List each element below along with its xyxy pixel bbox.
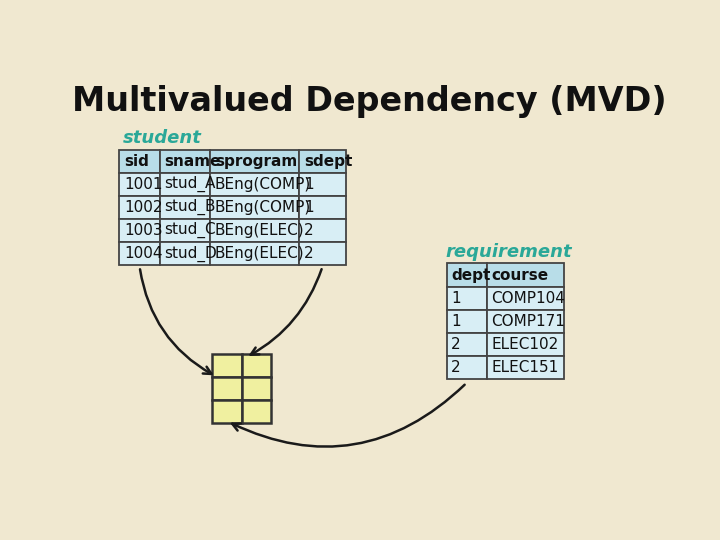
Bar (487, 309, 564, 333)
Text: 1: 1 (451, 314, 461, 329)
Text: 1001: 1001 (124, 177, 163, 192)
Bar (120, 242, 160, 265)
Bar (446, 309, 487, 333)
Text: stud_B: stud_B (164, 199, 216, 215)
Text: student: student (122, 129, 202, 147)
FancyArrowPatch shape (233, 384, 464, 447)
Bar (446, 356, 487, 379)
Bar (160, 195, 210, 219)
Bar (210, 173, 300, 195)
Bar (300, 195, 346, 219)
Bar (160, 242, 210, 265)
Text: stud_A: stud_A (164, 176, 216, 192)
Bar (487, 264, 564, 287)
Bar (120, 173, 160, 195)
Bar (160, 150, 210, 173)
Bar (210, 242, 300, 265)
FancyArrowPatch shape (140, 269, 212, 374)
Text: ELEC102: ELEC102 (492, 337, 559, 352)
Text: 2: 2 (304, 246, 313, 261)
Bar (446, 333, 487, 356)
Bar (487, 333, 564, 356)
Bar (120, 219, 160, 242)
Bar (300, 219, 346, 242)
Text: BEng(ELEC): BEng(ELEC) (215, 223, 305, 238)
Text: 1003: 1003 (124, 223, 163, 238)
Text: 1: 1 (451, 291, 461, 306)
Text: 1: 1 (304, 177, 313, 192)
Text: 1: 1 (304, 200, 313, 215)
Bar (300, 173, 346, 195)
Text: requirement: requirement (445, 243, 572, 261)
Text: stud_C: stud_C (164, 222, 216, 239)
Text: 2: 2 (304, 223, 313, 238)
Bar (212, 354, 242, 377)
Text: BEng(COMP): BEng(COMP) (215, 177, 311, 192)
Text: dept: dept (451, 267, 490, 282)
Text: BEng(ELEC): BEng(ELEC) (215, 246, 305, 261)
Bar (446, 264, 487, 287)
Text: sprogram: sprogram (215, 153, 297, 168)
Text: sid: sid (124, 153, 149, 168)
Bar (487, 287, 564, 309)
Bar (120, 150, 160, 173)
Bar (300, 242, 346, 265)
Text: BEng(COMP): BEng(COMP) (215, 200, 311, 215)
Text: COMP171: COMP171 (492, 314, 565, 329)
Text: Multivalued Dependency (MVD): Multivalued Dependency (MVD) (72, 85, 666, 118)
Text: 1002: 1002 (124, 200, 163, 215)
Text: 1004: 1004 (124, 246, 163, 261)
Bar (210, 195, 300, 219)
Text: sname: sname (164, 153, 221, 168)
Text: course: course (492, 267, 549, 282)
Bar (242, 354, 271, 377)
Bar (242, 400, 271, 423)
Bar (446, 287, 487, 309)
FancyArrowPatch shape (251, 269, 322, 355)
Text: COMP104: COMP104 (492, 291, 565, 306)
Bar (487, 356, 564, 379)
Bar (160, 219, 210, 242)
Bar (300, 150, 346, 173)
Bar (210, 150, 300, 173)
Bar (210, 219, 300, 242)
Bar (160, 173, 210, 195)
Text: ELEC151: ELEC151 (492, 360, 559, 375)
Bar (212, 400, 242, 423)
Text: stud_D: stud_D (164, 245, 217, 261)
Text: 2: 2 (451, 360, 461, 375)
Text: sdept: sdept (304, 153, 352, 168)
Text: 2: 2 (451, 337, 461, 352)
Bar (212, 377, 242, 400)
Bar (242, 377, 271, 400)
Bar (120, 195, 160, 219)
